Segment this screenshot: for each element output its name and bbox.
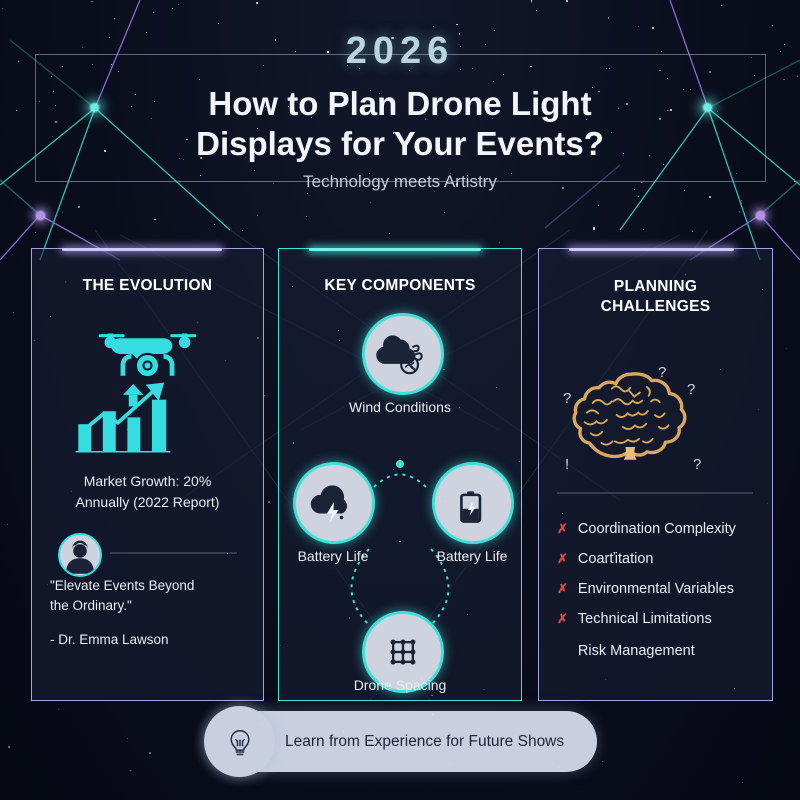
svg-text:?: ?	[658, 364, 666, 381]
svg-text:?: ?	[693, 456, 701, 473]
svg-text:?: ?	[563, 390, 571, 407]
svg-text:?: ?	[687, 381, 695, 398]
svg-text:!: !	[565, 456, 569, 473]
